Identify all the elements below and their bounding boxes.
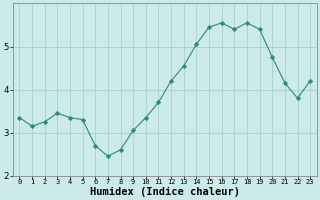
X-axis label: Humidex (Indice chaleur): Humidex (Indice chaleur) [90, 186, 240, 197]
